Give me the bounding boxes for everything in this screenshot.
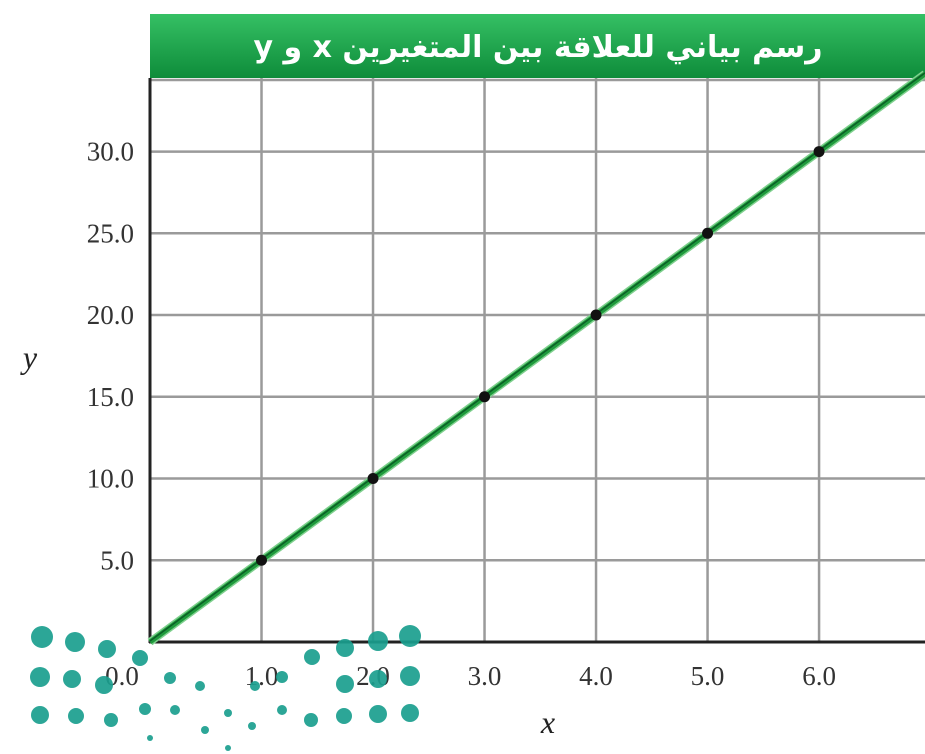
x-axis-label: x xyxy=(540,704,555,740)
watermark-dot-4 xyxy=(304,649,320,665)
watermark-dot-1 xyxy=(65,632,85,652)
watermark-dot-19 xyxy=(68,708,84,724)
watermark-dot-10 xyxy=(95,676,113,694)
watermark-dot-32 xyxy=(225,745,231,751)
watermark-dot-23 xyxy=(201,726,209,734)
watermark-dot-21 xyxy=(139,703,151,715)
watermark-dot-16 xyxy=(369,670,387,688)
x-tick-labels: 0.01.02.03.04.05.06.0 xyxy=(105,661,836,691)
watermark-dot-25 xyxy=(248,722,256,730)
watermark-dot-7 xyxy=(399,625,421,647)
data-point-0 xyxy=(256,554,268,566)
y-tick-labels: 5.0 10.0 15.0 20.0 25.0 30.0 xyxy=(87,137,134,576)
watermark-dot-24 xyxy=(224,709,232,717)
x-tick-label-6: 6.0 xyxy=(802,661,836,691)
x-tick-label-5: 5.0 xyxy=(691,661,725,691)
chart-title-bar xyxy=(150,14,925,78)
watermark-dot-11 xyxy=(164,672,176,684)
y-tick-label-4: 25.0 xyxy=(87,218,134,248)
watermark-dot-5 xyxy=(336,639,354,657)
watermark-dot-0 xyxy=(31,626,53,648)
y-tick-label-1: 10.0 xyxy=(87,464,134,494)
watermark-dot-18 xyxy=(31,706,49,724)
data-point-4 xyxy=(702,227,714,239)
watermark-dot-13 xyxy=(250,681,260,691)
watermark-dot-8 xyxy=(30,667,50,687)
y-axis-label: y xyxy=(20,339,38,375)
watermark-dot-29 xyxy=(369,705,387,723)
x-tick-label-4: 4.0 xyxy=(579,661,613,691)
chart-title: رسم بياني للعلاقة بين المتغيرين x و y xyxy=(254,30,823,65)
watermark-dot-3 xyxy=(132,650,148,666)
y-tick-label-0: 5.0 xyxy=(100,545,134,575)
x-tick-label-1: 1.0 xyxy=(245,661,279,691)
watermark-dot-20 xyxy=(104,713,118,727)
series-line-group xyxy=(147,70,925,646)
data-points xyxy=(256,146,825,566)
watermark-dot-27 xyxy=(304,713,318,727)
watermark-dot-26 xyxy=(277,705,287,715)
watermark-dot-30 xyxy=(401,704,419,722)
watermark-dot-2 xyxy=(98,640,116,658)
watermark-dot-28 xyxy=(336,708,352,724)
series-line xyxy=(148,71,925,645)
watermark-dot-31 xyxy=(147,735,153,741)
watermark-dot-12 xyxy=(195,681,205,691)
watermark-dot-17 xyxy=(400,666,420,686)
watermark-dot-22 xyxy=(170,705,180,715)
data-point-3 xyxy=(590,309,602,321)
x-tick-label-3: 3.0 xyxy=(468,661,502,691)
watermark-dot-15 xyxy=(336,675,354,693)
series-line-edge xyxy=(149,72,925,642)
y-tick-label-3: 20.0 xyxy=(87,300,134,330)
axes xyxy=(148,78,925,644)
data-point-2 xyxy=(479,391,491,403)
watermark-dot-14 xyxy=(276,671,288,683)
data-point-5 xyxy=(813,146,825,158)
watermark-logo xyxy=(30,625,421,751)
y-tick-label-5: 30.0 xyxy=(87,137,134,167)
watermark-dot-6 xyxy=(368,631,388,651)
grid-lines xyxy=(150,78,925,642)
watermark-dot-9 xyxy=(63,670,81,688)
y-tick-label-2: 15.0 xyxy=(87,382,134,412)
data-point-1 xyxy=(367,473,379,485)
